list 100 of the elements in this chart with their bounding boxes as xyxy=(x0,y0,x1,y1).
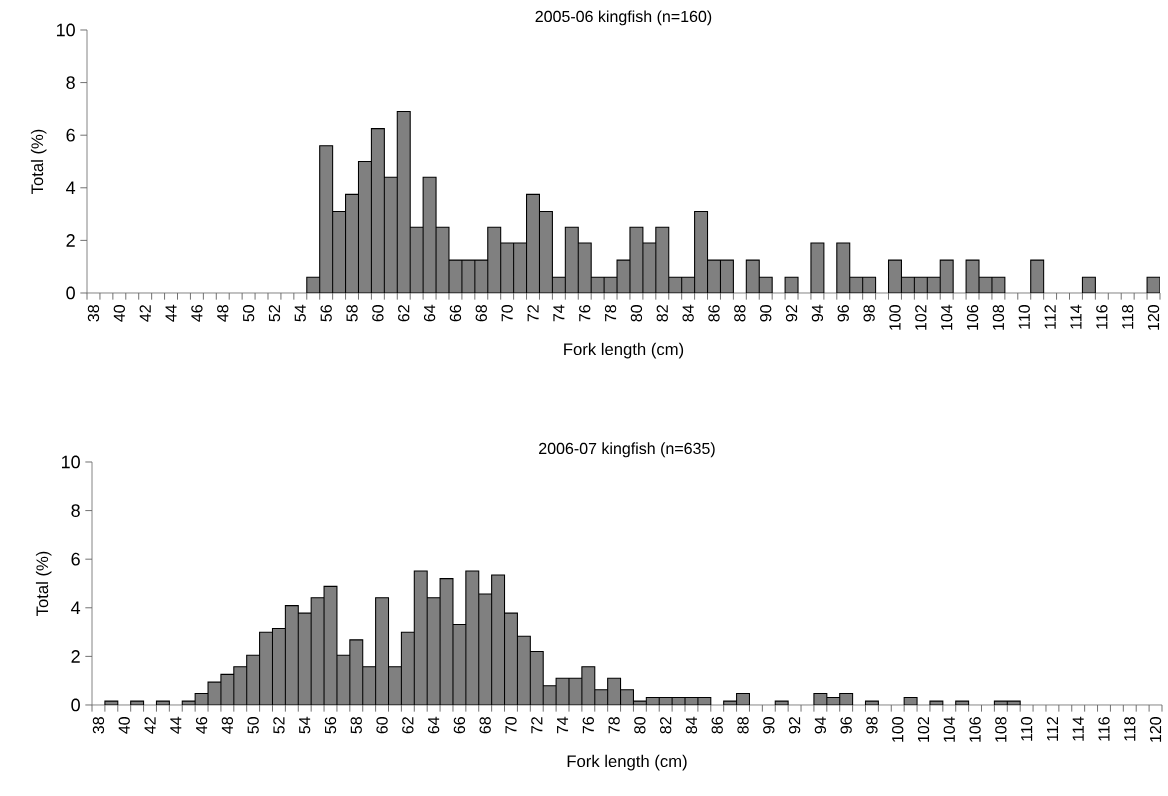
x-tick-label: 106 xyxy=(966,305,979,330)
x-tick-label: 58 xyxy=(346,305,358,322)
x-tick-label: 54 xyxy=(294,304,306,322)
x-tick-label: 92 xyxy=(785,305,798,322)
x-tick-label: 84 xyxy=(685,716,698,734)
x-tick-label: 76 xyxy=(582,717,594,734)
x-tick-label: 68 xyxy=(475,305,487,322)
x-tick-label: 116 xyxy=(1098,717,1110,741)
x-tick-label: 42 xyxy=(144,717,156,734)
x-tick-label: 38 xyxy=(87,305,100,322)
x-tick-label: 60 xyxy=(376,716,388,734)
y-tick-label: 8 xyxy=(66,76,75,89)
x-tick-label: 72 xyxy=(531,717,543,734)
x-tick-label: 52 xyxy=(268,305,281,322)
x-tick-label: 82 xyxy=(656,305,668,322)
x-tick-label: 118 xyxy=(1122,305,1134,329)
y-tick-label: 6 xyxy=(66,128,75,142)
x-tick-label: 48 xyxy=(217,305,229,322)
x-tick-label: 52 xyxy=(273,717,285,734)
x-tick-label: 112 xyxy=(1044,305,1056,329)
x-tick-label: 108 xyxy=(992,305,1005,330)
y-tick-label: 0 xyxy=(66,286,75,300)
x-tick-label: 114 xyxy=(1070,304,1082,329)
x-tick-label: 66 xyxy=(453,717,466,734)
x-tick-label: 112 xyxy=(1046,717,1058,741)
x-tick-label: 88 xyxy=(734,305,746,322)
x-tick-label: 92 xyxy=(788,717,801,734)
x-tick-label: 100 xyxy=(889,304,901,330)
x-tick-label: 102 xyxy=(915,305,927,330)
x-tick-label: 46 xyxy=(195,717,208,734)
x-tick-label: 58 xyxy=(350,717,362,734)
x-tick-label: 56 xyxy=(324,717,337,734)
x-tick-label: 82 xyxy=(660,717,672,734)
chart-title: 2006-07 kingfish (n=635) xyxy=(539,442,715,458)
x-tick-label: 90 xyxy=(760,304,772,322)
x-tick-label: 72 xyxy=(527,305,539,322)
x-tick-label: 84 xyxy=(682,304,694,322)
x-tick-label: 56 xyxy=(320,305,332,322)
x-axis-title: Fork length (cm) xyxy=(564,342,684,359)
x-tick-label: 64 xyxy=(423,304,436,322)
x-tick-label: 40 xyxy=(118,716,130,734)
x-tick-label: 70 xyxy=(505,716,517,734)
x-tick-label: 50 xyxy=(247,716,259,734)
x-tick-label: 118 xyxy=(1124,717,1136,741)
x-tick-label: 116 xyxy=(1096,305,1108,329)
x-tick-label: 74 xyxy=(557,716,569,734)
x-tick-label: 62 xyxy=(402,717,414,734)
x-tick-label: 80 xyxy=(630,304,643,322)
x-tick-label: 54 xyxy=(299,716,311,734)
x-tick-label: 62 xyxy=(398,305,410,322)
x-tick-label: 114 xyxy=(1072,716,1084,741)
x-tick-label: 98 xyxy=(863,305,875,322)
x-tick-label: 110 xyxy=(1018,304,1030,329)
y-tick-label: 10 xyxy=(56,23,75,37)
x-tick-label: 64 xyxy=(427,716,440,734)
x-tick-label: 100 xyxy=(892,716,904,742)
x-tick-label: 120 xyxy=(1149,716,1162,742)
x-tick-label: 46 xyxy=(191,305,203,322)
x-tick-label: 68 xyxy=(479,717,491,734)
x-tick-label: 44 xyxy=(165,304,177,322)
x-tick-label: 88 xyxy=(737,717,749,734)
y-tick-label: 10 xyxy=(61,455,80,469)
x-tick-label: 78 xyxy=(608,717,620,734)
x-tick-label: 50 xyxy=(242,304,255,322)
x-tick-label: 86 xyxy=(711,717,723,734)
y-tick-label: 2 xyxy=(66,234,75,247)
x-tick-label: 108 xyxy=(995,717,1007,742)
y-tick-label: 8 xyxy=(71,504,80,517)
x-tick-label: 120 xyxy=(1147,304,1160,330)
y-axis-title: Total (%) xyxy=(30,129,47,194)
x-tick-label: 94 xyxy=(814,716,827,734)
y-tick-label: 2 xyxy=(71,650,80,663)
x-tick-label: 94 xyxy=(811,304,824,322)
x-tick-label: 76 xyxy=(579,305,591,322)
y-tick-label: 4 xyxy=(71,601,81,614)
x-tick-label: 38 xyxy=(92,717,105,734)
chart-title: 2005-06 kingfish (n=160) xyxy=(535,10,712,26)
x-tick-label: 104 xyxy=(941,304,953,330)
x-tick-label: 86 xyxy=(708,305,720,322)
x-tick-label: 74 xyxy=(553,304,565,322)
y-axis-title: Total (%) xyxy=(35,551,52,616)
x-tick-label: 90 xyxy=(763,716,775,734)
x-tick-label: 80 xyxy=(634,716,646,734)
x-axis-title: Fork length (cm) xyxy=(567,754,687,771)
x-tick-label: 60 xyxy=(372,304,384,322)
x-tick-label: 110 xyxy=(1020,716,1033,741)
x-tick-label: 104 xyxy=(943,716,955,742)
x-tick-label: 98 xyxy=(866,717,878,734)
x-tick-label: 42 xyxy=(139,305,151,322)
x-tick-label: 70 xyxy=(501,304,513,322)
x-tick-label: 66 xyxy=(449,305,462,322)
y-tick-label: 0 xyxy=(71,698,80,712)
x-tick-label: 102 xyxy=(917,717,930,742)
x-tick-label: 106 xyxy=(969,717,981,742)
x-tick-label: 44 xyxy=(170,716,182,734)
x-tick-label: 78 xyxy=(604,305,617,322)
y-tick-label: 6 xyxy=(71,552,80,566)
x-tick-label: 48 xyxy=(221,717,234,734)
x-tick-label: 96 xyxy=(840,717,852,734)
y-tick-label: 4 xyxy=(66,181,76,194)
